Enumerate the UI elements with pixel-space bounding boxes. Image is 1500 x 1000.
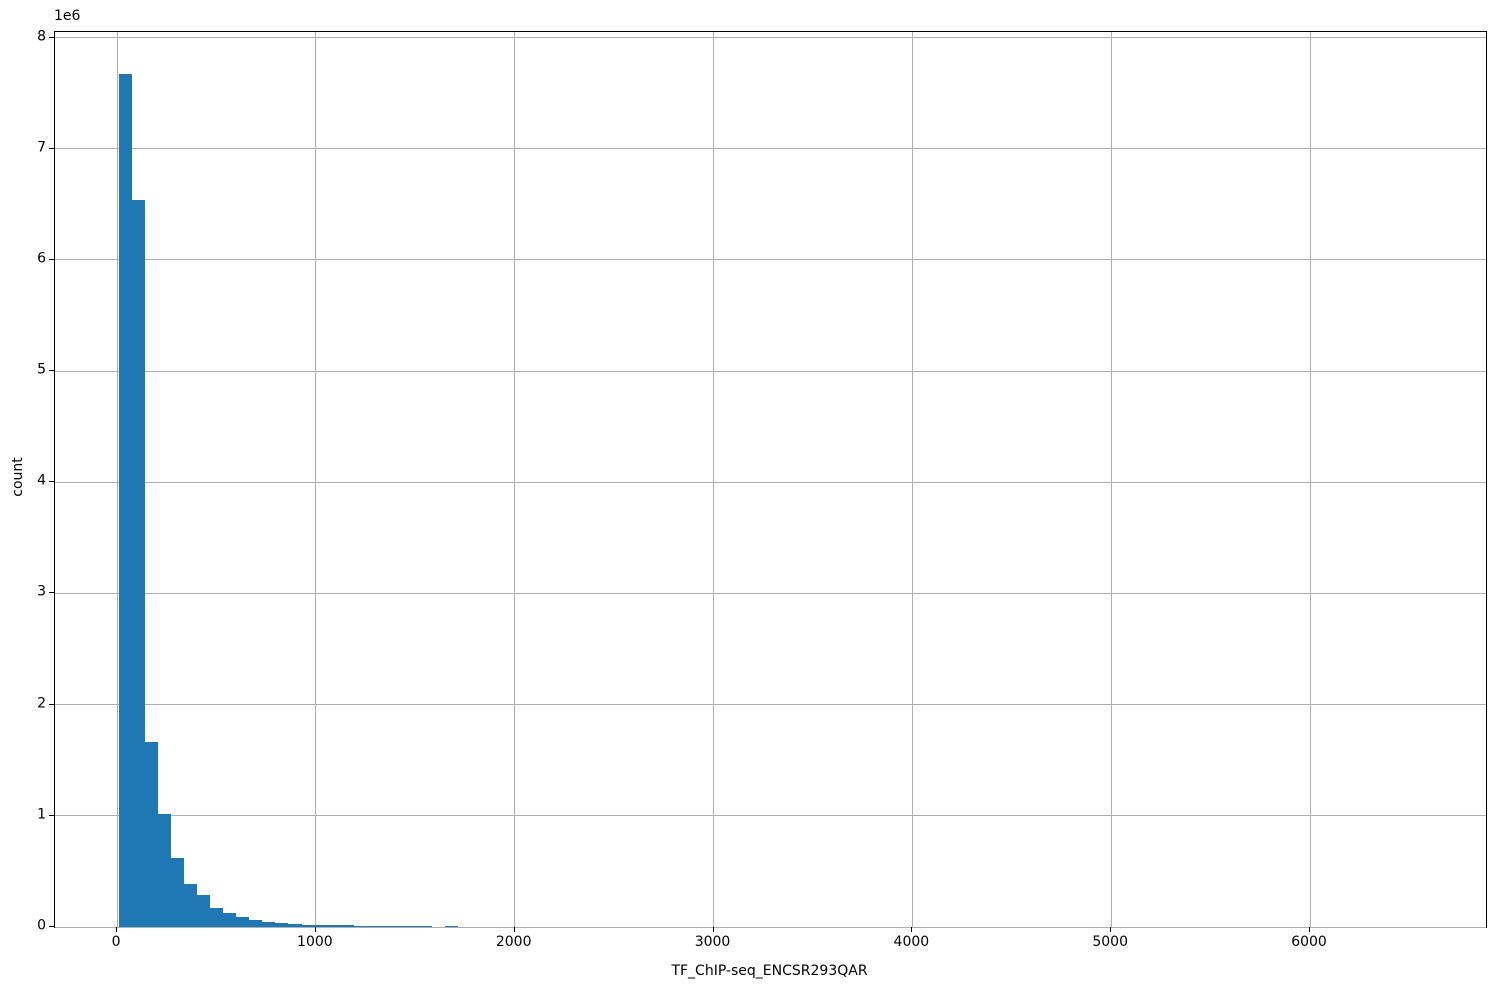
histogram-bar [353,925,367,927]
x-tickmark [513,927,515,932]
y-tick-label: 0 [37,917,46,934]
y-gridline [55,815,1486,817]
y-gridline [55,592,1486,594]
histogram-bar [406,926,420,927]
histogram-bar [262,921,276,927]
y-gridline [55,37,1486,39]
grid-layer [55,32,1486,928]
x-tickmark [712,927,714,932]
x-gridline [514,32,516,927]
histogram-bar [131,199,145,927]
histogram-bar [340,925,354,927]
histogram-bar [392,926,407,927]
y-tickmark [49,814,54,816]
y-tickmark [49,926,54,927]
y-tick-label: 4 [37,472,46,489]
x-tick-label: 5000 [1092,934,1129,950]
y-tickmark [49,703,54,705]
histogram-bar [157,813,171,927]
x-gridline [911,32,913,927]
x-tick-label: 2000 [495,934,532,950]
y-axis-offset-label: 1e6 [54,8,81,24]
x-tickmark [1110,927,1112,932]
y-gridline [55,370,1486,372]
y-tick-label: 2 [37,695,46,712]
histogram-bar [314,924,328,927]
histogram-bar [419,926,433,927]
y-tick-label: 3 [37,583,46,600]
histogram-bar [118,74,132,927]
y-tickmark [49,258,54,260]
histogram-bar [144,742,158,927]
y-tick-label: 6 [37,250,46,267]
x-tickmark [314,927,316,932]
y-tick-label: 5 [37,361,46,378]
y-gridline [55,481,1486,483]
histogram-bar [223,913,237,927]
x-gridline [1110,32,1112,927]
histogram-bar [275,922,289,927]
x-tickmark [1309,927,1311,932]
x-tick-label: 4000 [893,934,930,950]
histogram-bar [249,920,263,927]
histogram-bar [288,923,302,927]
histogram-bar [170,858,184,927]
x-tickmark [116,927,118,932]
x-tick-label: 6000 [1291,934,1327,950]
histogram-bar [210,907,224,927]
y-tickmark [49,36,54,38]
histogram-bar [327,924,341,927]
x-tickmark [911,927,913,932]
x-gridline [713,32,715,927]
x-gridline [315,32,317,927]
histogram-bar [379,925,393,927]
histogram-bar [445,925,459,927]
y-tickmark [49,370,54,372]
y-tickmark [49,147,54,149]
histogram-bar [236,917,250,927]
y-gridline [55,259,1486,261]
y-gridline [55,148,1486,150]
x-gridline [116,32,118,927]
y-tickmark [49,592,54,594]
x-tick-label: 1000 [297,934,333,950]
plot-area [54,31,1487,928]
y-tick-label: 7 [37,139,46,156]
x-tick-label: 3000 [694,934,731,950]
y-tickmark [49,481,54,483]
x-gridline [1309,32,1311,927]
bars-layer [55,32,1486,927]
y-gridline [55,704,1486,706]
x-tick-label: 0 [111,934,121,950]
y-tick-label: 1 [37,806,46,823]
y-gridline [55,926,1486,928]
x-axis-title: TF_ChIP-seq_ENCSR293QAR [671,963,868,979]
histogram-bar [366,925,380,927]
histogram-bar [197,894,211,927]
histogram-bar [183,883,197,927]
histogram-bar [301,924,315,927]
y-tick-label: 8 [37,28,46,45]
